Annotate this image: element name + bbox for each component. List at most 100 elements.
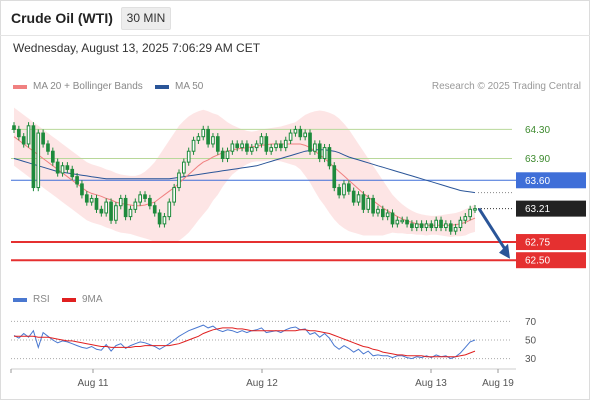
timeframe-button[interactable]: 30 MIN xyxy=(121,7,171,30)
x-tick-label: Aug 13 xyxy=(415,378,447,389)
candle-body xyxy=(31,125,36,189)
candle-body xyxy=(50,150,55,163)
candle-body xyxy=(298,128,303,138)
candle-body xyxy=(128,208,133,218)
candle-body xyxy=(148,197,152,207)
forecast-arrow-shaft xyxy=(477,207,508,252)
candle-body xyxy=(157,212,162,225)
candle-body xyxy=(434,219,439,229)
legend-ma20: MA 20 + Bollinger Bands xyxy=(13,81,143,92)
header-bar: Crude Oil (WTI) 30 MIN xyxy=(0,0,590,36)
candle-body xyxy=(351,190,356,203)
candle-body xyxy=(206,128,210,145)
datetime-label: Wednesday, August 13, 2025 7:06:29 AM CE… xyxy=(13,41,261,55)
candle-body xyxy=(448,223,453,232)
candle-body xyxy=(133,201,138,210)
candle-body xyxy=(177,172,181,189)
candle-body xyxy=(167,201,172,218)
candle-body xyxy=(346,183,351,192)
candle-body xyxy=(172,187,176,203)
candle-body xyxy=(94,197,99,210)
x-tick-label: Aug 11 xyxy=(78,378,109,389)
candle-body xyxy=(65,165,70,170)
candle-body xyxy=(17,128,21,138)
candle-body xyxy=(274,143,278,149)
candle-body xyxy=(279,143,283,149)
candle-body xyxy=(376,208,380,214)
level-box-62.75 xyxy=(516,234,586,251)
candle-body xyxy=(143,194,147,199)
candle-body xyxy=(12,125,16,130)
candle-body xyxy=(230,143,235,152)
candle-body xyxy=(414,223,419,229)
level-box-63.21 xyxy=(516,200,586,217)
candle-body xyxy=(220,150,225,159)
candle-body xyxy=(55,161,60,174)
candle-body xyxy=(138,194,143,203)
level-label-63.90: 63.90 xyxy=(525,154,550,165)
candle-body xyxy=(385,212,390,218)
candle-body xyxy=(293,128,298,134)
candle-body xyxy=(259,136,264,145)
candle-body xyxy=(191,139,196,152)
x-tick-label: Aug 19 xyxy=(482,378,514,389)
ma50-legend-label: MA 50 xyxy=(175,81,204,92)
candle-body xyxy=(114,205,118,221)
candle-body xyxy=(75,176,79,185)
candle-body xyxy=(439,219,443,229)
candle-body xyxy=(366,197,371,210)
candle-body xyxy=(444,223,448,229)
candle-body xyxy=(36,132,41,189)
candle-body xyxy=(327,147,332,167)
candle-body xyxy=(152,205,157,214)
candle-body xyxy=(342,183,346,196)
candle-body xyxy=(424,223,429,229)
candle-body xyxy=(118,197,123,207)
candle-body xyxy=(211,136,215,145)
candle-body xyxy=(196,136,201,141)
candle-body xyxy=(240,143,244,149)
candle-body xyxy=(269,147,274,152)
rsi-tick-70: 70 xyxy=(525,317,537,328)
copyright-text: Research © 2025 Trading Central xyxy=(431,81,581,92)
rsi-line xyxy=(13,324,476,360)
candle-body xyxy=(356,194,361,203)
candle-body xyxy=(453,227,458,232)
candle-body xyxy=(46,143,50,152)
x-tick-label: Aug 12 xyxy=(246,378,278,389)
candle-body xyxy=(390,212,395,225)
legend-ma50: MA 50 xyxy=(155,81,203,92)
instrument-title: Crude Oil (WTI) xyxy=(11,10,113,26)
candle-body xyxy=(380,208,385,218)
9ma-swatch xyxy=(62,297,76,302)
candle-body xyxy=(317,143,322,159)
candle-body xyxy=(361,194,366,210)
candle-body xyxy=(182,161,186,174)
candle-body xyxy=(70,168,75,178)
candle-body xyxy=(89,197,94,203)
candle-body xyxy=(264,136,269,152)
candle-body xyxy=(104,201,109,214)
candle-body xyxy=(463,216,468,221)
candle-body xyxy=(215,136,220,152)
candle-body xyxy=(249,147,254,152)
ma50-swatch xyxy=(155,84,169,89)
candle-body xyxy=(419,223,424,229)
level-label-63.60: 63.60 xyxy=(525,176,550,187)
candle-body xyxy=(395,219,400,225)
candle-body xyxy=(322,147,327,159)
candle-body xyxy=(473,208,477,211)
candle-body xyxy=(313,143,317,152)
level-label-63.21: 63.21 xyxy=(525,204,550,215)
candle-body xyxy=(308,132,312,152)
candle-body xyxy=(410,223,414,229)
candle-body xyxy=(429,223,434,229)
candle-body xyxy=(303,132,307,138)
candle-body xyxy=(99,208,104,214)
legend-9ma: 9MA xyxy=(62,294,103,305)
candle-body xyxy=(288,132,293,141)
candle-body xyxy=(21,136,26,145)
level-label-62.75: 62.75 xyxy=(525,238,550,249)
9ma-legend-label: 9MA xyxy=(82,294,103,305)
